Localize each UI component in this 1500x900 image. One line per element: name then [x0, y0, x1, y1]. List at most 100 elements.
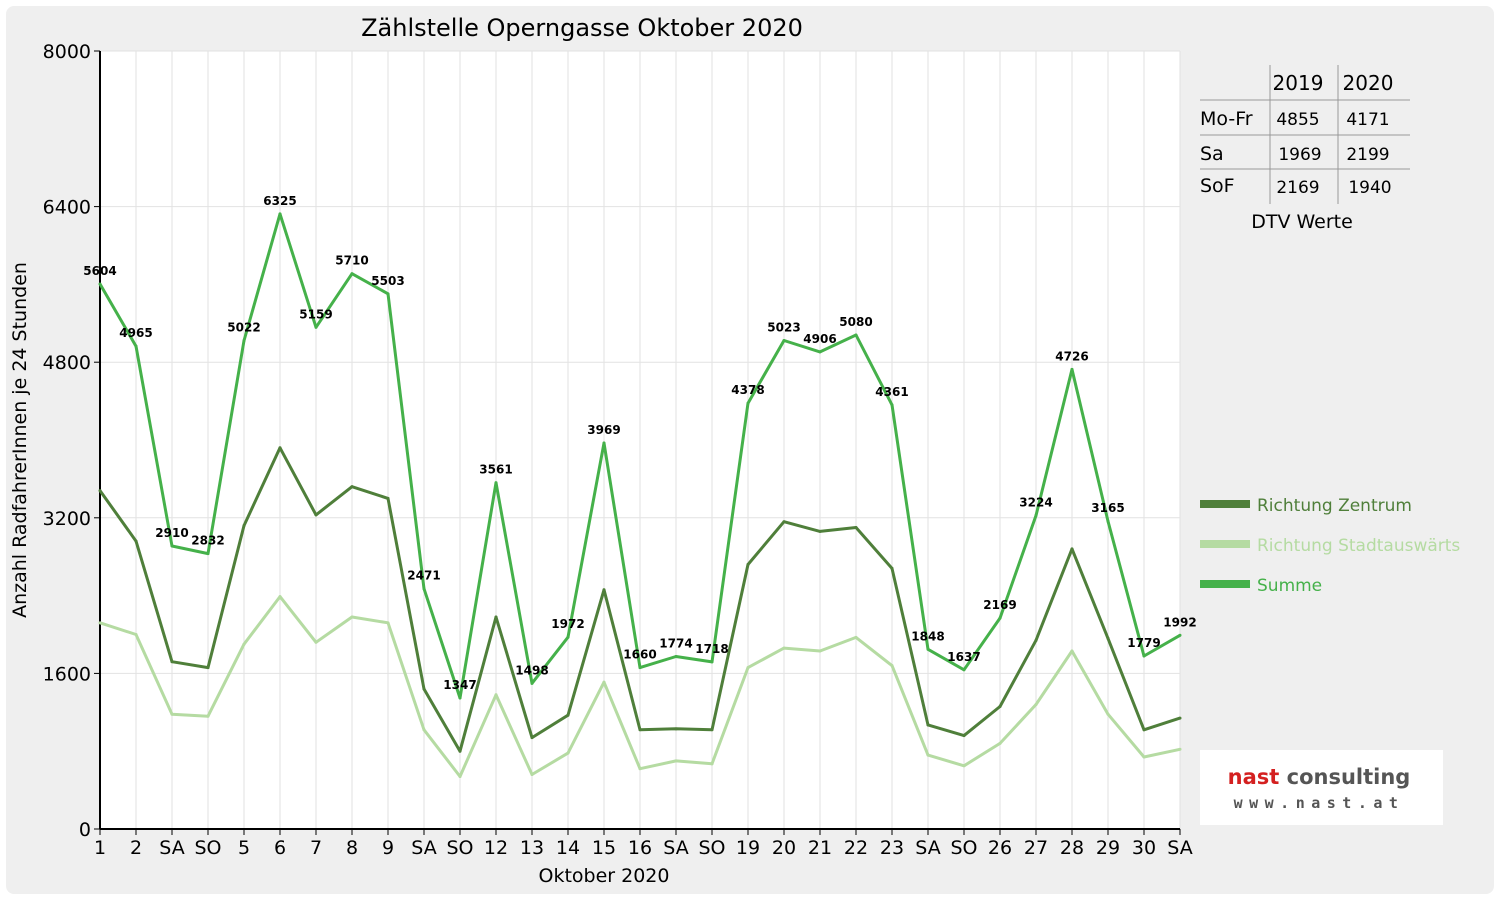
x-tick-label: SA: [1167, 837, 1192, 859]
data-point: [1106, 636, 1110, 640]
data-label: 2169: [983, 598, 1016, 612]
x-tick-label: 21: [808, 837, 832, 859]
x-tick-label: 28: [1060, 837, 1084, 859]
data-point: [350, 615, 354, 619]
data-label: 2471: [407, 569, 440, 583]
data-point: [962, 668, 966, 672]
legend-label: Richtung Zentrum: [1257, 496, 1412, 516]
data-point: [494, 615, 498, 619]
y-axis-label: Anzahl RadfahrerInnen je 24 Stunden: [9, 262, 31, 618]
data-label: 4378: [731, 383, 764, 397]
data-point: [1070, 649, 1074, 653]
data-point: [1142, 654, 1146, 658]
x-tick-label: 20: [772, 837, 796, 859]
x-tick-label: 26: [988, 837, 1012, 859]
data-point: [854, 635, 858, 639]
data-point: [1178, 716, 1182, 720]
data-point: [350, 272, 354, 276]
data-label: 3224: [1019, 495, 1052, 509]
x-tick-label: 13: [520, 837, 544, 859]
data-label: 1718: [695, 642, 728, 656]
legend-label: Summe: [1257, 576, 1322, 596]
data-point: [818, 529, 822, 533]
data-point: [1106, 519, 1110, 523]
data-point: [458, 696, 462, 700]
data-point: [926, 723, 930, 727]
data-point: [818, 649, 822, 653]
legend-swatch: [1200, 540, 1250, 548]
data-point: [278, 595, 282, 599]
data-point: [422, 687, 426, 691]
data-point: [638, 666, 642, 670]
x-tick-label: 14: [556, 837, 580, 859]
data-point: [278, 212, 282, 216]
data-label: 1774: [659, 636, 692, 650]
data-point: [458, 749, 462, 753]
data-point: [206, 714, 210, 718]
data-label: 4726: [1055, 349, 1088, 363]
data-point: [494, 693, 498, 697]
y-tick-label: 1600: [43, 663, 91, 685]
data-point: [386, 292, 390, 296]
data-label: 1498: [515, 663, 548, 677]
data-point: [314, 325, 318, 329]
logo-brand-text: nast consulting: [1228, 765, 1411, 789]
data-point: [674, 727, 678, 731]
chart-title: Zählstelle Operngasse Oktober 2020: [361, 14, 803, 42]
y-tick-label: 3200: [43, 508, 91, 530]
dtv-header-2019: 2019: [1273, 71, 1324, 95]
data-point: [890, 403, 894, 407]
data-point: [746, 401, 750, 405]
y-tick-label: 8000: [43, 41, 91, 63]
data-label: 3561: [479, 463, 512, 477]
y-tick-label: 6400: [43, 197, 91, 219]
data-point: [134, 539, 138, 543]
legend-swatch: [1200, 580, 1250, 588]
data-point: [134, 344, 138, 348]
x-tick-label: SO: [698, 837, 725, 859]
data-point: [710, 762, 714, 766]
x-tick-label: 12: [484, 837, 508, 859]
x-tick-label: SO: [446, 837, 473, 859]
legend-swatch: [1200, 500, 1250, 508]
dtv-row-label: SoF: [1200, 175, 1235, 197]
x-tick-label: 9: [382, 837, 394, 859]
data-point: [530, 773, 534, 777]
data-point: [566, 635, 570, 639]
y-tick-labels: 0 1600 3200 4800 6400 8000: [43, 41, 91, 841]
data-point: [170, 544, 174, 548]
data-point: [962, 764, 966, 768]
x-tick-label: 29: [1096, 837, 1120, 859]
data-point: [1142, 755, 1146, 759]
x-tick-labels: 1 2 SA SO 5 6 7 8 9 SA SO 12 13 14 15 16 SA SO 19 20 21 22 23 S…: [94, 837, 1193, 859]
data-point: [314, 513, 318, 517]
dtv-caption: DTV Werte: [1251, 211, 1353, 233]
data-label: 1637: [947, 650, 980, 664]
data-point: [494, 481, 498, 485]
data-label: 1848: [911, 629, 944, 643]
data-point: [602, 680, 606, 684]
data-label: 3969: [587, 423, 620, 437]
data-point: [638, 767, 642, 771]
data-point: [566, 713, 570, 717]
data-point: [206, 666, 210, 670]
data-point: [890, 566, 894, 570]
x-tick-label: 23: [880, 837, 904, 859]
data-label: 1972: [551, 617, 584, 631]
data-label: 5080: [839, 315, 872, 329]
data-label: 3165: [1091, 501, 1124, 515]
data-point: [1142, 728, 1146, 732]
data-label: 5022: [227, 321, 260, 335]
x-tick-label: 7: [310, 837, 322, 859]
data-label: 2910: [155, 526, 188, 540]
data-point: [206, 552, 210, 556]
data-label: 5159: [299, 307, 332, 321]
x-tick-label: 6: [274, 837, 286, 859]
data-label: 2832: [191, 534, 224, 548]
data-point: [530, 736, 534, 740]
y-tick-label: 0: [79, 819, 91, 841]
data-point: [998, 741, 1002, 745]
dtv-cell: 2199: [1346, 145, 1389, 165]
data-label: 5503: [371, 274, 404, 288]
